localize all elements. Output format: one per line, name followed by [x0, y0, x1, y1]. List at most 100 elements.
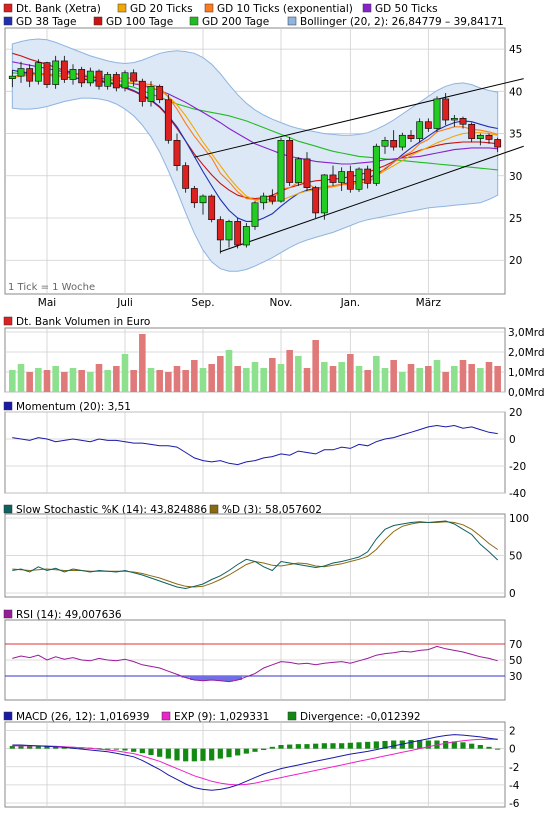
candle-body-1 — [17, 68, 25, 77]
candle-29 — [260, 192, 268, 210]
volume-bar-41 — [364, 370, 371, 392]
rsi-tick-label-1: 50 — [509, 655, 522, 667]
volume-bar-11 — [104, 370, 111, 392]
candle-4 — [43, 61, 51, 88]
legend-swatch-2 — [204, 3, 214, 13]
candle-body-42 — [372, 145, 380, 184]
macd-tick-label-2: -2 — [509, 762, 519, 774]
candle-body-36 — [320, 174, 328, 214]
macd-panel — [4, 721, 506, 808]
volume-title: Dt. Bank Volumen in Euro — [16, 316, 150, 328]
macd-hist-bar-12 — [113, 748, 119, 750]
volume-bar-8 — [78, 370, 85, 392]
candle-7 — [69, 64, 77, 85]
candle-body-15 — [138, 80, 146, 102]
candle-36 — [320, 174, 328, 220]
candle-15 — [138, 78, 146, 107]
price-tick-label-0: 20 — [509, 255, 522, 267]
price-tick-label-1: 25 — [509, 213, 522, 225]
candle-body-3 — [34, 62, 42, 82]
legend-swatch-7 — [287, 16, 297, 26]
macd-hist-bar-28 — [252, 748, 258, 752]
macd-hist-bar-1 — [18, 745, 24, 749]
price-tick-label-3: 35 — [509, 129, 522, 141]
candle-body-45 — [398, 134, 406, 148]
macd-hist-bar-35 — [313, 743, 319, 749]
candle-26 — [234, 218, 242, 249]
volume-bar-42 — [373, 356, 380, 392]
candle-32 — [286, 136, 294, 186]
volume-legend-swatch — [3, 316, 13, 326]
candle-body-8 — [78, 69, 86, 84]
macd-hist-bar-56 — [495, 748, 501, 750]
macd-hist-bar-52 — [460, 742, 466, 749]
candle-35 — [312, 185, 320, 218]
candle-body-11 — [104, 74, 112, 87]
macd-hist-bar-21 — [191, 748, 197, 762]
candle-48 — [424, 118, 432, 132]
x-axis-label-1: Juli — [116, 297, 133, 309]
candle-body-28 — [251, 202, 259, 227]
macd-tick-label-0: -6 — [509, 798, 520, 810]
candle-6 — [60, 55, 68, 83]
volume-bar-2 — [26, 372, 33, 392]
candle-41 — [364, 165, 372, 189]
candle-body-12 — [112, 74, 120, 89]
price-tick-label-2: 30 — [509, 171, 522, 183]
macd-hist-bar-13 — [122, 748, 128, 751]
volume-bar-32 — [286, 350, 293, 392]
stoch-d-title: %D (3): 58,057602 — [222, 504, 322, 516]
volume-bar-43 — [381, 368, 389, 392]
candle-body-51 — [450, 118, 458, 121]
candle-50 — [442, 93, 450, 126]
stochastic-tick-label-2: 100 — [509, 513, 529, 525]
candle-22 — [199, 194, 207, 215]
volume-bar-47 — [416, 368, 423, 392]
candle-17 — [156, 84, 164, 104]
price-tick-label-4: 40 — [509, 86, 522, 98]
candle-46 — [407, 130, 415, 142]
candle-47 — [416, 118, 424, 142]
volume-tick-label-3: 3,0Mrd — [508, 327, 545, 339]
macd-hist-bar-19 — [174, 748, 180, 761]
candle-body-19 — [173, 140, 181, 166]
volume-bar-30 — [269, 358, 276, 392]
legend-swatch-6 — [189, 16, 199, 26]
legend-label-5: GD 100 Tage — [106, 16, 173, 28]
volume-bar-51 — [451, 366, 458, 392]
candle-2 — [26, 64, 34, 88]
macd-hist-bar-14 — [131, 748, 137, 752]
candle-body-14 — [130, 72, 138, 82]
candle-body-16 — [147, 85, 155, 102]
volume-bar-13 — [121, 354, 129, 392]
volume-bar-35 — [312, 340, 319, 392]
candle-33 — [294, 157, 302, 186]
candle-43 — [381, 136, 389, 154]
momentum-tick-label-2: 0 — [509, 434, 516, 446]
macd-hist-bar-40 — [356, 742, 362, 749]
macd-line — [12, 734, 498, 791]
volume-bar-34 — [303, 368, 311, 392]
macd-hist-bar-33 — [295, 744, 301, 749]
macd-title: MACD (26, 12): 1,016939 — [16, 711, 149, 723]
stoch-k-line — [12, 520, 499, 590]
candle-42 — [372, 143, 380, 186]
macd-hist-bar-41 — [365, 741, 371, 749]
candle-44 — [390, 130, 398, 151]
candle-45 — [398, 132, 406, 151]
candle-38 — [338, 167, 346, 191]
macd-hist-bar-11 — [105, 748, 111, 750]
volume-bar-21 — [191, 360, 198, 392]
legend-label-7: Bollinger (20, 2): 26,84779 – 39,84171 — [300, 16, 504, 28]
macd-hist-bar-23 — [209, 748, 215, 761]
momentum-tick-label-1: -20 — [509, 461, 526, 473]
macd-hist-bar-15 — [139, 748, 145, 754]
macd-hist-bar-29 — [261, 748, 267, 751]
candle-body-20 — [182, 165, 190, 189]
candle-body-54 — [476, 134, 484, 139]
macd-hist-bar-34 — [304, 744, 310, 749]
volume-bar-53 — [468, 364, 475, 392]
candle-53 — [468, 122, 476, 142]
macd-hist-bar-0 — [9, 745, 15, 749]
legend-swatch-4 — [3, 16, 13, 26]
